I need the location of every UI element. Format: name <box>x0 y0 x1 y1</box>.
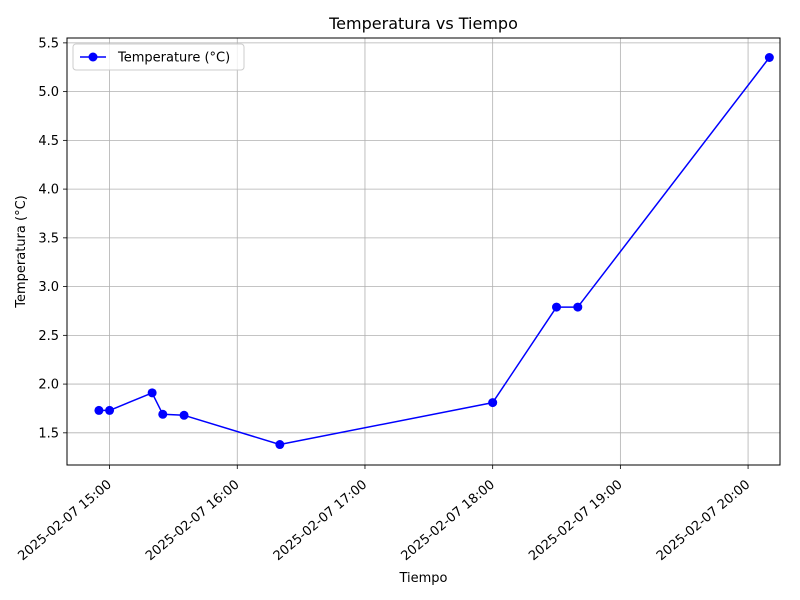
data-point <box>94 405 104 415</box>
y-tick-label: 5.0 <box>38 85 59 100</box>
data-point <box>179 410 189 420</box>
plot-area-frame <box>66 37 781 466</box>
y-axis-ticks: 1.5 2.0 2.5 3.0 3.5 4.0 4.5 5.0 5.5 <box>38 36 67 441</box>
data-point <box>552 302 562 312</box>
data-point <box>573 302 583 312</box>
legend: Temperature (°C) <box>72 43 245 71</box>
data-point <box>764 52 774 62</box>
legend-entry-label: Temperature (°C) <box>117 51 230 66</box>
y-tick-label: 5.5 <box>38 36 59 51</box>
data-point <box>158 409 168 419</box>
x-tick-label: 2025-02-07 18:00 <box>399 477 498 564</box>
y-tick-label: 3.0 <box>38 280 59 295</box>
legend-marker-circle <box>88 52 98 62</box>
y-tick-label: 4.0 <box>38 183 59 198</box>
series-line <box>98 57 770 446</box>
x-tick-label: 2025-02-07 20:00 <box>654 477 753 564</box>
grid <box>67 38 780 465</box>
data-point <box>147 388 157 398</box>
x-tick-label: 2025-02-07 19:00 <box>526 477 625 564</box>
legend-box <box>72 43 245 71</box>
x-tick-label: 2025-02-07 16:00 <box>143 477 242 564</box>
y-tick-label: 2.0 <box>38 378 59 393</box>
x-axis-label: Tiempo <box>398 571 447 586</box>
x-tick-label: 2025-02-07 17:00 <box>271 477 370 564</box>
y-axis-label: Temperatura (°C) <box>14 195 29 308</box>
y-tick-label: 2.5 <box>38 329 59 344</box>
y-tick-label: 1.5 <box>38 426 59 441</box>
chart-title: Temperatura vs Tiempo <box>328 14 518 33</box>
data-point <box>275 440 285 450</box>
data-point <box>488 398 498 408</box>
series-layer <box>94 52 774 450</box>
x-tick-label: 2025-02-07 15:00 <box>15 477 114 564</box>
y-tick-label: 4.5 <box>38 134 59 149</box>
y-tick-label: 3.5 <box>38 231 59 246</box>
x-axis-ticks: 2025-02-07 15:00 2025-02-07 16:00 2025-02-… <box>15 465 753 564</box>
data-point <box>105 405 115 415</box>
